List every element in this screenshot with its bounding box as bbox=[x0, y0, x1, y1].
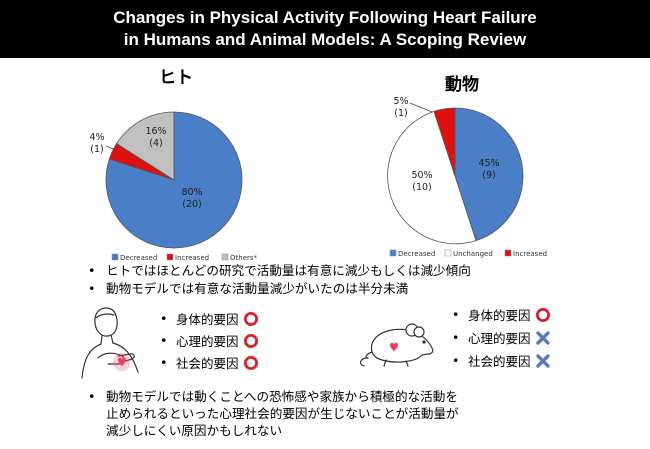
animal-pie-chart: 45%(9) 50%(10) 5%(1) bbox=[387, 96, 524, 245]
human-legend-swatch bbox=[166, 253, 174, 261]
animal-factor-mark bbox=[535, 353, 551, 369]
bullet-conclusion-line-2: 止められるといった心理社会的要因が生じないことが活動量が bbox=[106, 406, 459, 421]
bullet-conclusion-line-1: 動物モデルでは動くことへの恐怖感や家族から積極的な活動を bbox=[106, 389, 458, 404]
bullet-human-summary: • ヒトではほとんどの研究で活動量は有意に減少もしくは減少傾向 bbox=[88, 263, 471, 278]
human-label-count: (1) bbox=[90, 144, 103, 155]
animal-factor-mark bbox=[535, 330, 551, 346]
animal-leader-line bbox=[409, 102, 433, 113]
human-factor-mark bbox=[243, 311, 259, 327]
bullet-dot: • bbox=[160, 355, 168, 370]
human-label-percent: 80% bbox=[181, 187, 202, 198]
human-legend-label: Decreased bbox=[120, 254, 157, 262]
bullet-human-summary-text: ヒトではほとんどの研究で活動量は有意に減少もしくは減少傾向 bbox=[106, 263, 471, 278]
bullet-animal-summary-text: 動物モデルでは有意な活動量減少がいたのは半分未満 bbox=[106, 281, 409, 296]
animal-legend: Decreased Unchanged Increased bbox=[389, 249, 547, 258]
animal-label-percent: 45% bbox=[478, 158, 499, 169]
animal-legend-swatch bbox=[389, 249, 397, 257]
human-legend-swatch bbox=[221, 253, 229, 261]
animal-legend-label: Decreased bbox=[398, 250, 435, 258]
charts-area: 80%(20)4%(1)16%(4) ヒト Decreased Increased… bbox=[89, 68, 547, 262]
human-leader-line bbox=[105, 145, 117, 151]
human-factor-label: 社会的要因 bbox=[176, 356, 239, 371]
animal-factor-label: 身体的要因 bbox=[468, 308, 531, 323]
animal-legend-label: Increased bbox=[513, 250, 547, 258]
title-line-2: in Humans and Animal Models: A Scoping R… bbox=[123, 30, 527, 49]
human-label-percent: 16% bbox=[145, 126, 166, 137]
animal-factor-row: • 社会的要因 bbox=[452, 351, 551, 370]
animal-slice-unchanged bbox=[387, 110, 477, 245]
human-slice-decreased bbox=[105, 111, 243, 249]
person-chest-pain-icon bbox=[81, 307, 139, 379]
human-label-count: (20) bbox=[182, 199, 202, 210]
human-factor-row: • 社会的要因 bbox=[160, 353, 259, 372]
bullet-dot: • bbox=[452, 330, 460, 345]
animal-slice-increased bbox=[433, 107, 456, 177]
human-legend: Decreased Increased Others* bbox=[111, 253, 258, 262]
circle-mark-icon bbox=[243, 355, 258, 370]
animal-legend-swatch bbox=[444, 249, 452, 257]
animal-label-count: (9) bbox=[482, 170, 495, 181]
human-legend-label: Increased bbox=[175, 254, 209, 262]
human-slice-others bbox=[116, 111, 175, 181]
animal-legend-swatch bbox=[504, 249, 512, 257]
circle-mark-icon bbox=[535, 307, 550, 322]
human-factor-label: 身体的要因 bbox=[176, 312, 239, 327]
bullet-conclusion-line-3: 減少しにくい原因かもしれない bbox=[106, 423, 283, 438]
cross-mark-icon bbox=[535, 330, 550, 345]
bullet-conclusion-cont-2: 止められるといった心理社会的要因が生じないことが活動量が bbox=[106, 405, 459, 422]
circle-mark-icon bbox=[243, 311, 258, 326]
title-line-1: Changes in Physical Activity Following H… bbox=[113, 8, 537, 27]
animal-label-percent: 5% bbox=[393, 96, 408, 107]
human-label-percent: 4% bbox=[89, 132, 104, 143]
title-banner: Changes in Physical Activity Following H… bbox=[0, 0, 650, 58]
animal-factor-row: • 身体的要因 bbox=[452, 305, 551, 324]
animal-factor-mark bbox=[535, 307, 551, 323]
human-pie-chart: 80%(20) 4%(1) 16%(4) bbox=[89, 111, 243, 249]
animal-chart-title: 動物 bbox=[445, 74, 479, 95]
animal-factor-label: 社会的要因 bbox=[468, 354, 531, 369]
animal-slice-decreased bbox=[454, 107, 524, 242]
human-legend-label: Others* bbox=[230, 254, 258, 262]
bullet-animal-summary: • 動物モデルでは有意な活動量減少がいたのは半分未満 bbox=[88, 281, 409, 296]
animal-factor-label: 心理的要因 bbox=[468, 331, 531, 346]
animal-factor-row: • 心理的要因 bbox=[452, 328, 551, 347]
main-content: 80% (20) 4% (1) 16% (4) ヒト Decreased Increased… bbox=[0, 58, 650, 449]
human-factor-row: • 心理的要因 bbox=[160, 331, 259, 350]
circle-mark-icon bbox=[243, 333, 258, 348]
bullet-dot: • bbox=[452, 353, 460, 368]
bullet-dot: • bbox=[160, 311, 168, 326]
animal-label-count: (10) bbox=[412, 182, 432, 193]
cross-mark-icon bbox=[535, 353, 550, 368]
animal-legend-label: Unchanged bbox=[453, 250, 493, 258]
animal-label-percent: 50% bbox=[411, 170, 432, 181]
bullet-dot: • bbox=[452, 307, 460, 322]
animal-label-count: (1) bbox=[394, 108, 407, 119]
human-label-count: (4) bbox=[149, 138, 162, 149]
human-factor-label: 心理的要因 bbox=[176, 334, 239, 349]
human-factor-mark bbox=[243, 333, 259, 349]
bullet-conclusion-cont-3: 減少しにくい原因かもしれない bbox=[106, 422, 282, 439]
human-factor-row: • 身体的要因 bbox=[160, 309, 259, 328]
bullet-dot: • bbox=[160, 333, 168, 348]
human-factor-mark bbox=[243, 355, 259, 371]
bullet-conclusion: • 動物モデルでは動くことへの恐怖感や家族から積極的な活動を bbox=[88, 389, 458, 404]
human-chart-title: ヒト bbox=[159, 68, 193, 88]
mouse-heart-icon bbox=[359, 323, 434, 367]
human-legend-swatch bbox=[111, 253, 119, 261]
